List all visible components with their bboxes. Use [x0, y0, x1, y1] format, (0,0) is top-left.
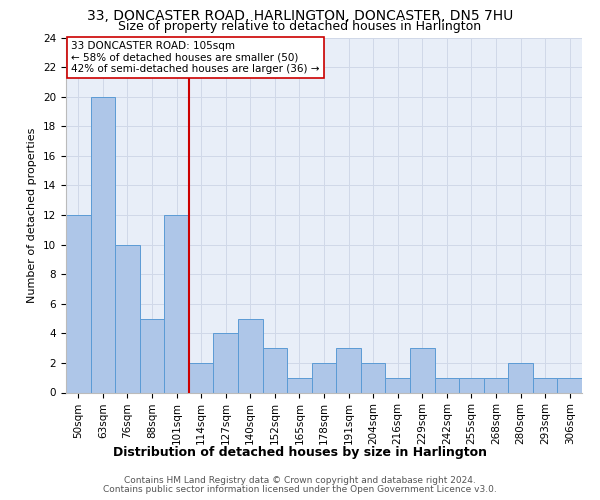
Text: Size of property relative to detached houses in Harlington: Size of property relative to detached ho…: [118, 20, 482, 33]
Bar: [214, 334, 238, 392]
Text: Contains public sector information licensed under the Open Government Licence v3: Contains public sector information licen…: [103, 485, 497, 494]
Bar: [434, 378, 459, 392]
Bar: [164, 215, 189, 392]
Y-axis label: Number of detached properties: Number of detached properties: [28, 128, 37, 302]
Bar: [263, 348, 287, 393]
Bar: [115, 244, 140, 392]
Bar: [410, 348, 434, 393]
Bar: [361, 363, 385, 392]
Bar: [238, 318, 263, 392]
Bar: [385, 378, 410, 392]
Bar: [287, 378, 312, 392]
Bar: [312, 363, 336, 392]
Bar: [484, 378, 508, 392]
Bar: [557, 378, 582, 392]
Bar: [508, 363, 533, 392]
Bar: [66, 215, 91, 392]
Text: 33, DONCASTER ROAD, HARLINGTON, DONCASTER, DN5 7HU: 33, DONCASTER ROAD, HARLINGTON, DONCASTE…: [87, 9, 513, 23]
Text: Contains HM Land Registry data © Crown copyright and database right 2024.: Contains HM Land Registry data © Crown c…: [124, 476, 476, 485]
Bar: [459, 378, 484, 392]
Bar: [336, 348, 361, 393]
Bar: [140, 318, 164, 392]
Bar: [91, 96, 115, 393]
Bar: [533, 378, 557, 392]
Text: 33 DONCASTER ROAD: 105sqm
← 58% of detached houses are smaller (50)
42% of semi-: 33 DONCASTER ROAD: 105sqm ← 58% of detac…: [71, 41, 320, 74]
Text: Distribution of detached houses by size in Harlington: Distribution of detached houses by size …: [113, 446, 487, 459]
Bar: [189, 363, 214, 392]
